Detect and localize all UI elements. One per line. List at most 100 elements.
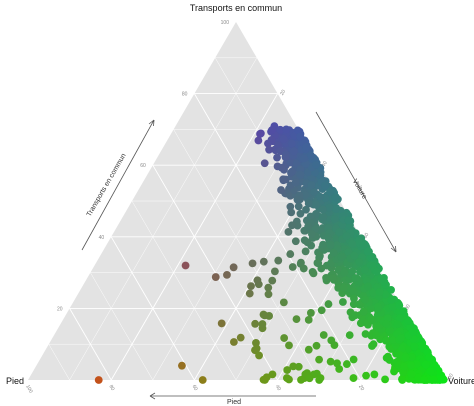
data-point	[251, 319, 260, 328]
data-point	[94, 376, 103, 384]
data-point	[381, 290, 390, 299]
corner-label-right: Voiture	[448, 376, 474, 386]
data-point	[311, 160, 320, 169]
data-point	[381, 336, 390, 345]
data-point	[372, 331, 381, 340]
data-point	[395, 301, 404, 310]
data-point	[306, 212, 315, 221]
data-point	[317, 264, 326, 273]
tick-label-transports: 100	[221, 20, 230, 26]
right-edge-axis-title: Voiture	[351, 178, 368, 200]
data-point	[319, 331, 328, 339]
data-point	[294, 202, 303, 211]
data-point	[267, 135, 276, 144]
data-point	[361, 330, 370, 338]
data-point	[323, 233, 332, 242]
data-point	[271, 267, 279, 276]
data-point	[364, 282, 373, 291]
data-point	[384, 352, 392, 361]
data-point	[288, 167, 296, 176]
data-point	[344, 216, 353, 225]
data-point	[304, 222, 313, 231]
data-point	[283, 366, 292, 374]
data-point	[247, 282, 255, 290]
tick-label-voiture: 20	[279, 89, 287, 97]
data-point	[319, 240, 327, 249]
data-point	[328, 274, 337, 282]
data-point	[439, 375, 448, 384]
data-point	[292, 315, 301, 324]
data-point	[260, 159, 269, 168]
data-point	[421, 360, 430, 369]
data-point	[425, 353, 434, 362]
gridline-pied	[110, 236, 195, 381]
data-point	[387, 296, 396, 304]
data-point	[359, 241, 368, 250]
data-point	[381, 375, 389, 384]
data-point	[307, 181, 316, 189]
data-point	[299, 264, 308, 273]
data-point	[348, 239, 357, 248]
data-point	[279, 135, 288, 144]
data-point	[313, 259, 322, 267]
data-point	[304, 345, 313, 354]
data-point	[420, 376, 428, 384]
tick-label-voiture: 60	[362, 232, 370, 240]
data-point	[400, 362, 409, 371]
data-point	[280, 334, 289, 342]
data-point	[355, 258, 364, 267]
ternary-tick-labels: 20 20 20 40 40 40 60 60 60 80 80 80 100 100 100	[24, 20, 455, 394]
data-point	[335, 228, 344, 236]
data-point	[296, 132, 305, 141]
data-point	[304, 315, 313, 324]
data-point	[322, 274, 330, 282]
data-point	[350, 294, 358, 303]
data-point	[181, 261, 190, 270]
data-point	[327, 336, 336, 345]
data-point	[285, 375, 293, 384]
data-point	[395, 350, 404, 359]
data-point	[375, 288, 384, 296]
data-point	[304, 199, 313, 208]
data-point	[287, 208, 296, 217]
tick-label-pied: 20	[357, 384, 365, 392]
data-point	[319, 212, 328, 221]
data-point	[290, 147, 298, 156]
data-point	[339, 298, 347, 306]
data-point	[404, 345, 412, 353]
data-point	[292, 159, 301, 168]
data-point	[288, 263, 297, 271]
data-point	[276, 125, 285, 134]
data-point	[229, 338, 238, 346]
data-point	[296, 209, 305, 218]
data-point	[265, 145, 273, 154]
data-point	[296, 170, 305, 179]
data-point	[297, 375, 305, 384]
data-point	[307, 151, 315, 160]
data-point	[309, 269, 318, 278]
data-point	[397, 344, 406, 353]
data-point	[286, 250, 295, 258]
data-point	[273, 153, 281, 162]
data-point	[388, 302, 397, 311]
data-point	[333, 359, 341, 368]
data-point	[253, 276, 262, 285]
data-point	[329, 248, 338, 257]
data-point	[426, 367, 435, 376]
data-point	[198, 376, 207, 384]
data-point	[351, 274, 360, 282]
data-point	[274, 256, 283, 265]
data-point	[252, 338, 260, 347]
data-point	[255, 351, 263, 360]
data-point	[301, 247, 310, 256]
data-point	[211, 273, 220, 281]
data-point	[325, 203, 334, 212]
right-edge-arrow-line	[315, 111, 397, 253]
data-point	[377, 275, 386, 283]
data-point	[259, 375, 268, 384]
data-point	[305, 374, 314, 383]
data-point	[363, 247, 372, 256]
data-point	[312, 200, 320, 209]
data-point	[223, 270, 231, 279]
data-point	[362, 371, 370, 380]
